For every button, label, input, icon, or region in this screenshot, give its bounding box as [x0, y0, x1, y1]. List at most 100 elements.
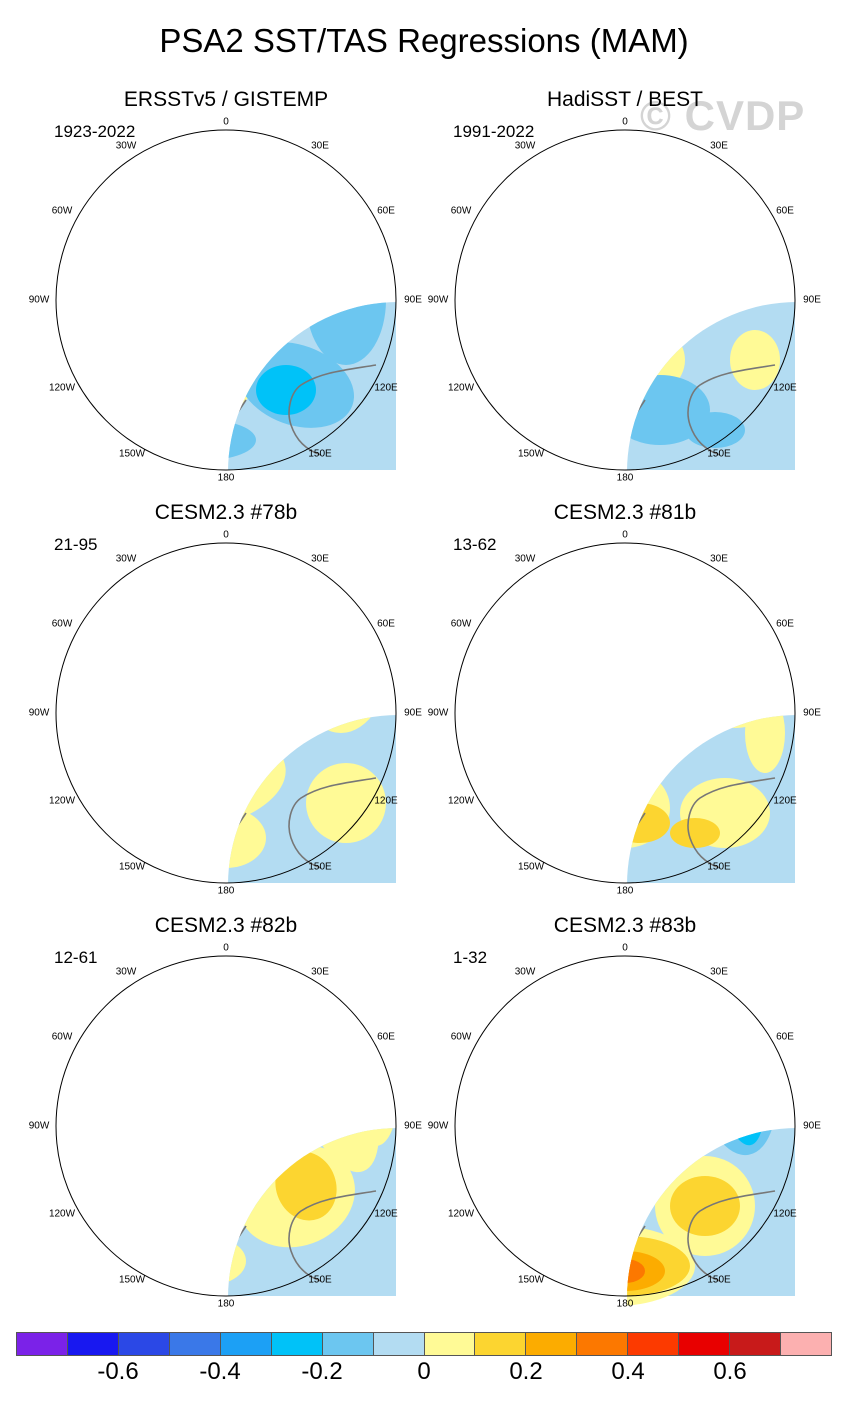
longitude-label: 150W: [118, 861, 146, 873]
colorbar-swatch: [730, 1333, 782, 1355]
anomaly-region: [550, 160, 640, 240]
colorbar: [16, 1332, 832, 1356]
longitude-label: 90W: [28, 294, 50, 306]
anomaly-region: [730, 330, 780, 390]
longitude-label: 90W: [427, 294, 449, 306]
colorbar-tick-label: 0.2: [509, 1358, 543, 1385]
longitude-label: 180: [217, 885, 235, 897]
colorbar-swatch: [475, 1333, 527, 1355]
map-background: [228, 1128, 396, 1296]
longitude-label: 30E: [710, 140, 728, 152]
longitude-label: 60E: [377, 1031, 395, 1043]
anomaly-region: [228, 715, 276, 738]
anomaly-region: [121, 683, 181, 743]
panel-period: 12-61: [54, 948, 98, 967]
figure-title: PSA2 SST/TAS Regressions (MAM): [159, 22, 689, 59]
colorbar-swatch: [322, 1333, 374, 1355]
longitude-label: 60W: [51, 618, 73, 630]
longitude-label: 90E: [404, 294, 422, 306]
anomaly-region: [124, 750, 207, 797]
colorbar-swatch: [424, 1333, 476, 1355]
longitude-label: 180: [616, 885, 634, 897]
anomaly-region: [473, 664, 587, 782]
anomaly-region: [56, 280, 146, 420]
longitude-label: 150W: [118, 1274, 146, 1286]
africa-coastline: [665, 956, 707, 1021]
colorbar-swatch: [271, 1333, 323, 1355]
africa-coastline: [665, 543, 707, 608]
anomaly-region: [240, 166, 342, 244]
south-america-coastline: [515, 603, 563, 699]
longitude-label: 0: [223, 116, 229, 128]
longitude-label: 120W: [48, 795, 76, 807]
map-background: [228, 302, 396, 470]
colorbar-swatch: [526, 1333, 578, 1355]
anomaly-region: [475, 1131, 535, 1241]
panel-title: CESM2.3 #83b: [553, 914, 697, 937]
anomaly-region: [685, 412, 745, 448]
anomaly-region: [146, 1056, 226, 1116]
polar-map: [454, 542, 796, 884]
polar-map: [454, 129, 796, 471]
longitude-label: 120E: [374, 795, 398, 807]
longitude-label: 30E: [311, 966, 329, 978]
antarctica-coastline: [228, 1128, 278, 1167]
anomaly-region: [540, 1006, 650, 1066]
anomaly-region: [66, 250, 166, 439]
anomaly-region: [61, 1106, 171, 1286]
longitude-label: 120E: [773, 1208, 797, 1220]
longitude-label: 150W: [517, 861, 545, 873]
colorbar-tick-label: -0.4: [199, 1358, 241, 1385]
longitude-label: 180: [217, 472, 235, 484]
anomaly-region: [680, 715, 790, 728]
antarctica-coastline: [627, 302, 677, 341]
longitude-label: 150E: [707, 1274, 731, 1286]
colorbar-swatch: [67, 1333, 119, 1355]
antarctica-coastline: [627, 715, 677, 754]
longitude-label: 90E: [803, 1120, 821, 1132]
anomaly-region: [710, 643, 760, 703]
anomaly-region: [455, 643, 495, 743]
anomaly-region: [441, 174, 569, 306]
longitude-label: 60W: [450, 1031, 472, 1043]
map-background: [627, 302, 795, 470]
south-america-coastline: [116, 1016, 164, 1112]
longitude-label: 30W: [115, 553, 137, 565]
longitude-label: 30W: [115, 966, 137, 978]
longitude-label: 120E: [374, 382, 398, 394]
anomaly-region: [291, 715, 391, 733]
anomaly-region: [61, 663, 111, 723]
longitude-label: 180: [217, 1298, 235, 1310]
map-border: [55, 955, 397, 1297]
anomaly-region: [535, 581, 595, 625]
longitude-label: 30E: [710, 966, 728, 978]
australia-coastline: [687, 777, 776, 869]
panel-period: 1923-2022: [54, 122, 136, 141]
colorbar-tick-label: -0.6: [97, 1358, 139, 1385]
longitude-label: 30W: [514, 553, 536, 565]
longitude-label: 90W: [427, 707, 449, 719]
panel-title: HadiSST / BEST: [546, 88, 703, 111]
anomaly-region: [241, 165, 291, 195]
map-border: [454, 542, 796, 884]
south-america-coastline: [116, 190, 164, 286]
cvdp-watermark: © CVDP: [640, 92, 806, 139]
longitude-label: 0: [622, 529, 628, 541]
anomaly-region: [670, 1176, 740, 1236]
anomaly-region: [715, 1128, 765, 1146]
colorbar-tick-label: 0.4: [611, 1358, 645, 1385]
anomaly-region: [627, 1236, 690, 1296]
anomaly-region: [545, 663, 625, 723]
polar-map: [55, 129, 397, 471]
map-background: [627, 1128, 795, 1296]
longitude-label: 120W: [447, 795, 475, 807]
longitude-label: 120W: [447, 1208, 475, 1220]
longitude-label: 60E: [776, 618, 794, 630]
panel-period: 1-32: [453, 948, 488, 967]
anomaly-region: [460, 1126, 570, 1286]
polar-map: [454, 955, 796, 1306]
panel-title: CESM2.3 #81b: [553, 501, 697, 524]
anomaly-region: [306, 302, 386, 365]
anomaly-region: [535, 1116, 595, 1176]
anomaly-region: [306, 205, 366, 255]
